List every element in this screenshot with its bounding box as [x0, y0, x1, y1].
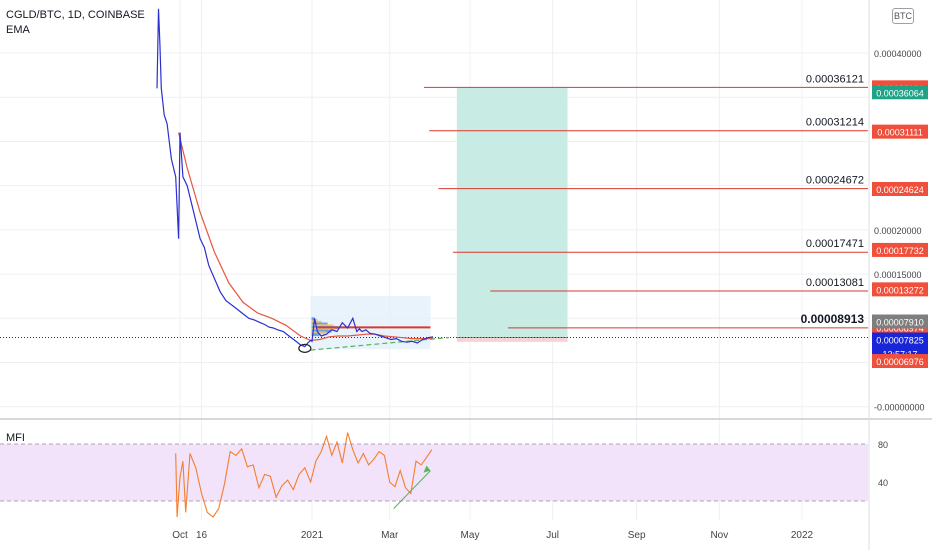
x-tick-label: Nov [710, 530, 728, 541]
x-tick-label: 16 [196, 530, 208, 541]
price-axis-badge [872, 282, 928, 297]
y-tick-label: 0.00040000 [874, 49, 922, 59]
y-tick-label: 0.00015000 [874, 270, 922, 280]
x-tick-label: Oct [172, 530, 188, 541]
volume-profile-bar [311, 333, 320, 337]
price-axis-badge [872, 314, 928, 329]
volume-profile-bar [311, 322, 328, 326]
price-axis-badge-text: 0.00024624 [876, 185, 924, 195]
target-level-label: 0.00036121 [806, 73, 864, 85]
price-line [156, 8, 434, 348]
mfi-tick-label: 80 [878, 440, 888, 450]
x-tick-label: 2021 [301, 530, 324, 541]
support-trendline [310, 336, 449, 351]
stop-zone [456, 337, 568, 342]
price-axis-badge-text: 0.00017732 [876, 246, 924, 256]
target-level-label: 0.00024672 [806, 175, 864, 187]
target-level-label: 0.00008913 [801, 312, 865, 326]
ema-line [178, 132, 434, 342]
target-zone [456, 87, 568, 338]
x-tick-label: 2022 [791, 530, 814, 541]
volume-profile-bar [311, 317, 315, 321]
indicator-label[interactable]: EMA [6, 24, 30, 36]
y-tick-label: -0.00000000 [874, 403, 925, 413]
volume-profile-bar [311, 324, 334, 328]
volume-profile-bar [311, 329, 332, 333]
price-axis-badge [872, 124, 928, 139]
mfi-tick-label: 40 [878, 478, 888, 488]
price-axis-badge-text: 0.00036064 [876, 88, 924, 98]
mfi-label[interactable]: MFI [6, 432, 25, 444]
y-tick-label: 0.00020000 [874, 226, 922, 236]
currency-button[interactable]: BTC [892, 8, 914, 24]
target-level-label: 0.00013081 [806, 277, 864, 289]
target-level-label: 0.00017471 [806, 238, 864, 250]
target-level-label: 0.00031214 [806, 117, 864, 129]
price-axis-badge [872, 354, 928, 369]
mfi-band [0, 444, 868, 501]
mfi-line [175, 432, 433, 518]
price-axis-badge-text: 0.00006976 [876, 357, 924, 367]
x-tick-label: Mar [381, 530, 399, 541]
price-axis-badge-text: 0.00007910 [876, 318, 924, 328]
volume-profile-bar [311, 320, 322, 324]
price-axis-badge-text: 0.00013272 [876, 285, 924, 295]
x-tick-label: May [461, 530, 480, 541]
x-tick-label: Jul [546, 530, 559, 541]
price-axis-badge [872, 242, 928, 257]
symbol-title: CGLD/BTC, 1D, COINBASE [6, 9, 145, 21]
price-axis-badge [872, 181, 928, 196]
price-axis-badge-text: 0.00031111 [877, 128, 923, 138]
x-tick-label: Sep [628, 530, 646, 541]
volume-profile-bar [311, 327, 336, 331]
mfi-trend-arrow [393, 470, 431, 509]
mfi-arrow-head [423, 465, 431, 473]
price-axis-badge [872, 85, 928, 100]
price-axis-badge-text: 0.00007825 [876, 336, 924, 346]
low-marker [298, 343, 312, 353]
volume-profile-area [310, 296, 431, 350]
